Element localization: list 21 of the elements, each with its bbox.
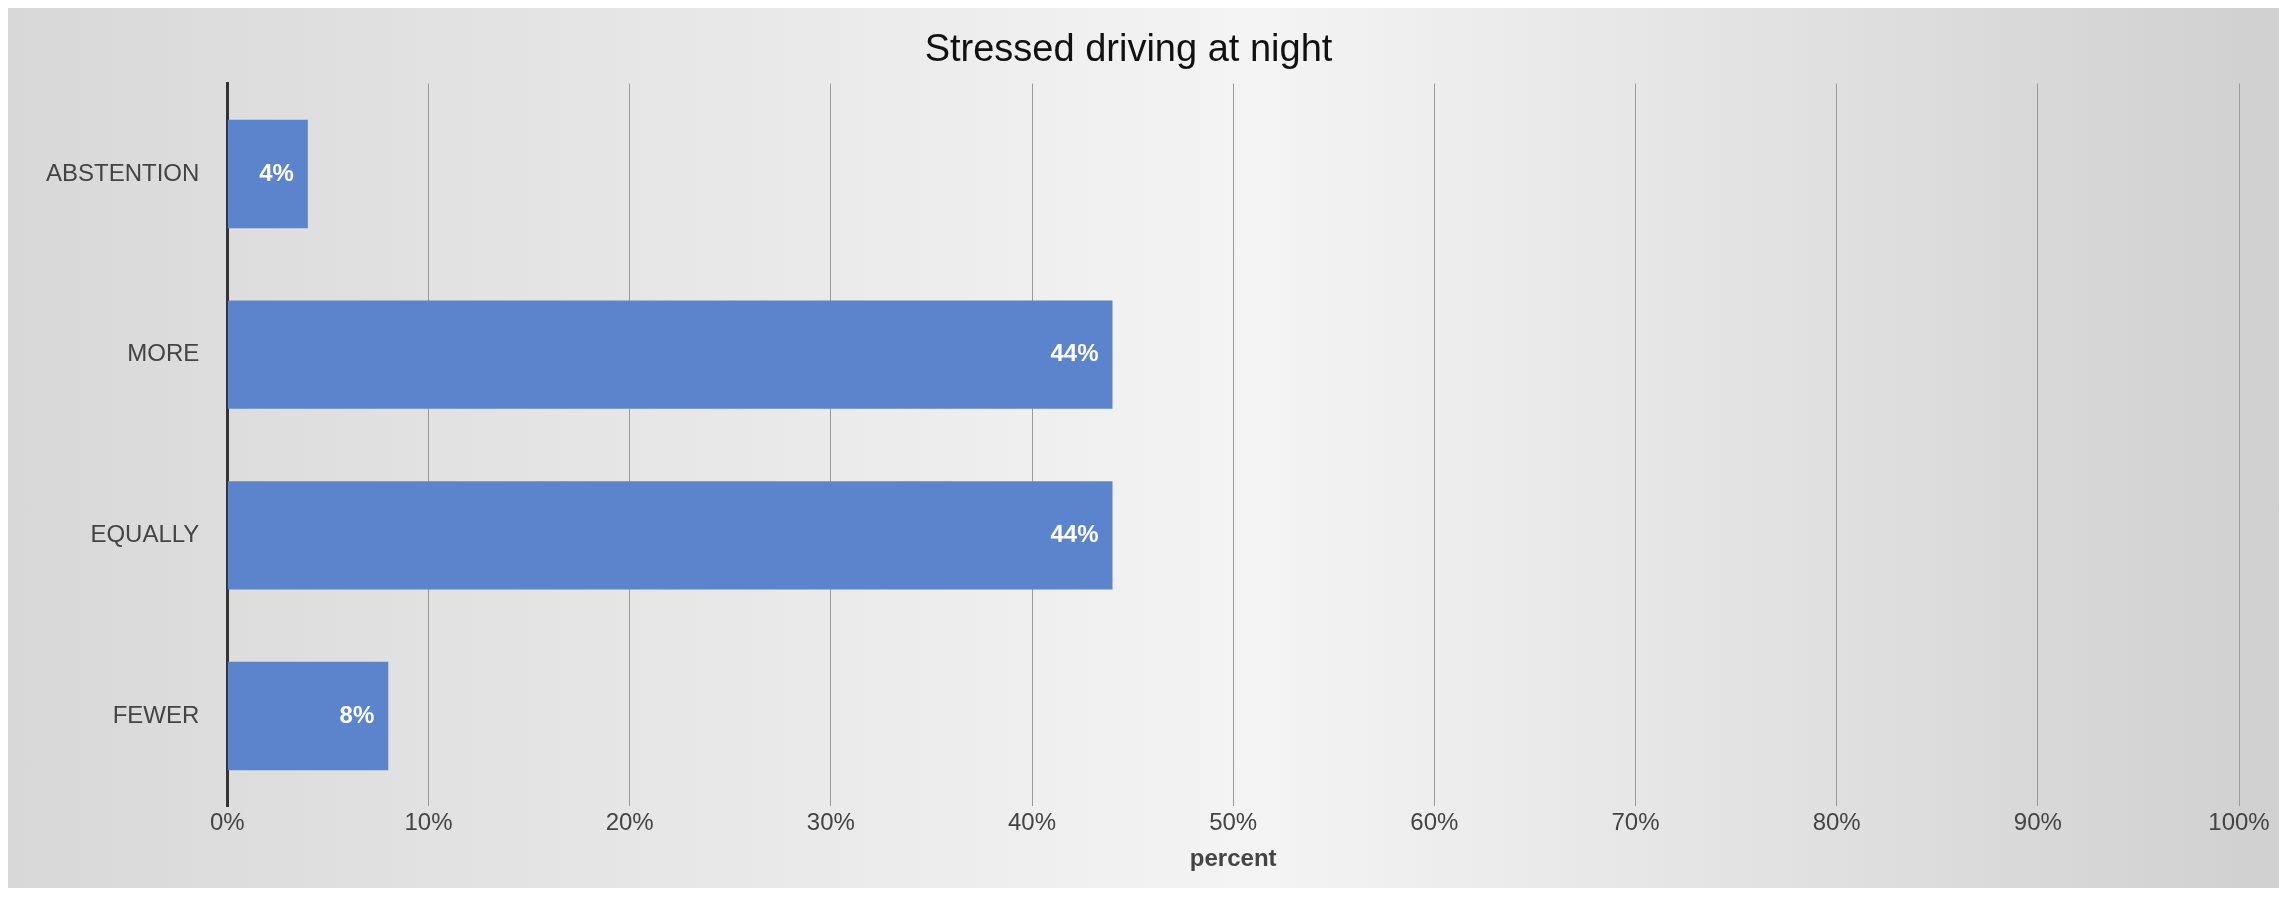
y-tick-label: EQUALLY [90,519,200,547]
data-label: 44% [1050,339,1099,367]
x-tick-label: 10% [404,808,453,836]
x-tick-label: 0% [210,808,245,836]
y-tick-label: ABSTENTION [45,158,200,186]
x-axis-title: percent [1189,844,1277,872]
x-tick-label: 60% [1410,808,1459,836]
x-tick-label: 80% [1812,808,1861,836]
y-tick-label: FEWER [112,700,200,728]
x-tick-label: 100% [2208,808,2270,836]
y-tick-label: MORE [127,339,200,367]
data-label: 4% [259,158,294,186]
data-label: 44% [1050,519,1099,547]
x-tick-label: 30% [806,808,855,836]
x-tick-label: 70% [1611,808,1660,836]
x-tick-label: 20% [605,808,654,836]
data-label: 8% [339,700,375,728]
chart-title: Stressed driving at night [924,27,1333,70]
x-tick-label: 40% [1007,808,1057,836]
x-tick-label: 50% [1209,808,1258,836]
x-tick-label: 90% [2013,808,2062,836]
